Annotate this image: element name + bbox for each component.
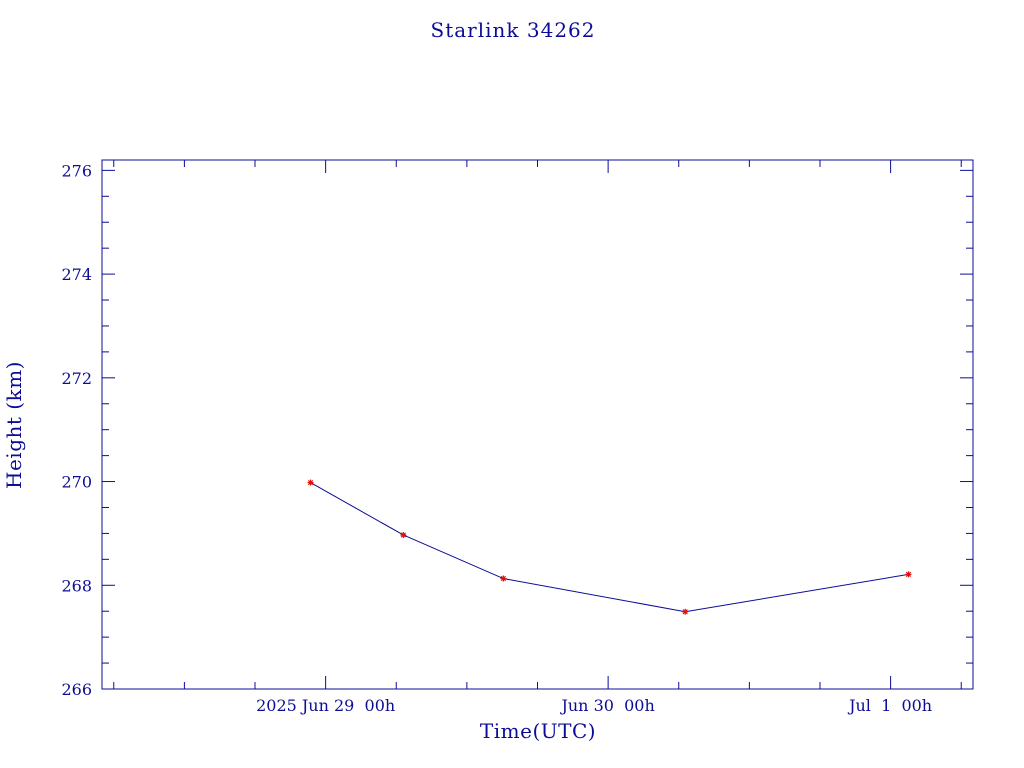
y-axis-label: Height (km) bbox=[2, 361, 26, 489]
marker-stroke bbox=[682, 609, 688, 615]
data-point bbox=[307, 479, 314, 486]
x-axis-label: Time(UTC) bbox=[480, 719, 596, 743]
y-tick-labels: 266 268 270 272 274 276 bbox=[61, 161, 92, 699]
y-tick-label: 272 bbox=[61, 369, 92, 388]
x-tick-label: Jun 30 00h bbox=[559, 696, 654, 715]
x-tick-labels: 2025 Jun 29 00h Jun 30 00h Jul 1 00h bbox=[256, 696, 932, 715]
data-point bbox=[905, 571, 912, 578]
marker-stroke bbox=[500, 575, 506, 582]
x-tick-label: 2025 Jun 29 00h bbox=[256, 696, 395, 715]
data-point bbox=[400, 531, 407, 538]
y-tick-label: 266 bbox=[61, 680, 92, 699]
series-group bbox=[307, 479, 912, 615]
data-point bbox=[500, 575, 507, 582]
marker-stroke bbox=[307, 479, 314, 486]
marker-stroke bbox=[905, 571, 912, 578]
data-point bbox=[682, 608, 689, 615]
marker-stroke bbox=[400, 532, 406, 538]
y-tick-label: 270 bbox=[61, 473, 92, 492]
x-tick-label: Jul 1 00h bbox=[847, 696, 932, 715]
y-tick-label: 268 bbox=[61, 576, 92, 595]
series-line bbox=[310, 482, 909, 613]
y-tick-label: 274 bbox=[61, 265, 92, 284]
y-tick-label: 276 bbox=[61, 161, 92, 180]
axis-ticks bbox=[102, 160, 973, 690]
chart-title: Starlink 34262 bbox=[431, 18, 596, 42]
plot-frame bbox=[101, 159, 974, 690]
